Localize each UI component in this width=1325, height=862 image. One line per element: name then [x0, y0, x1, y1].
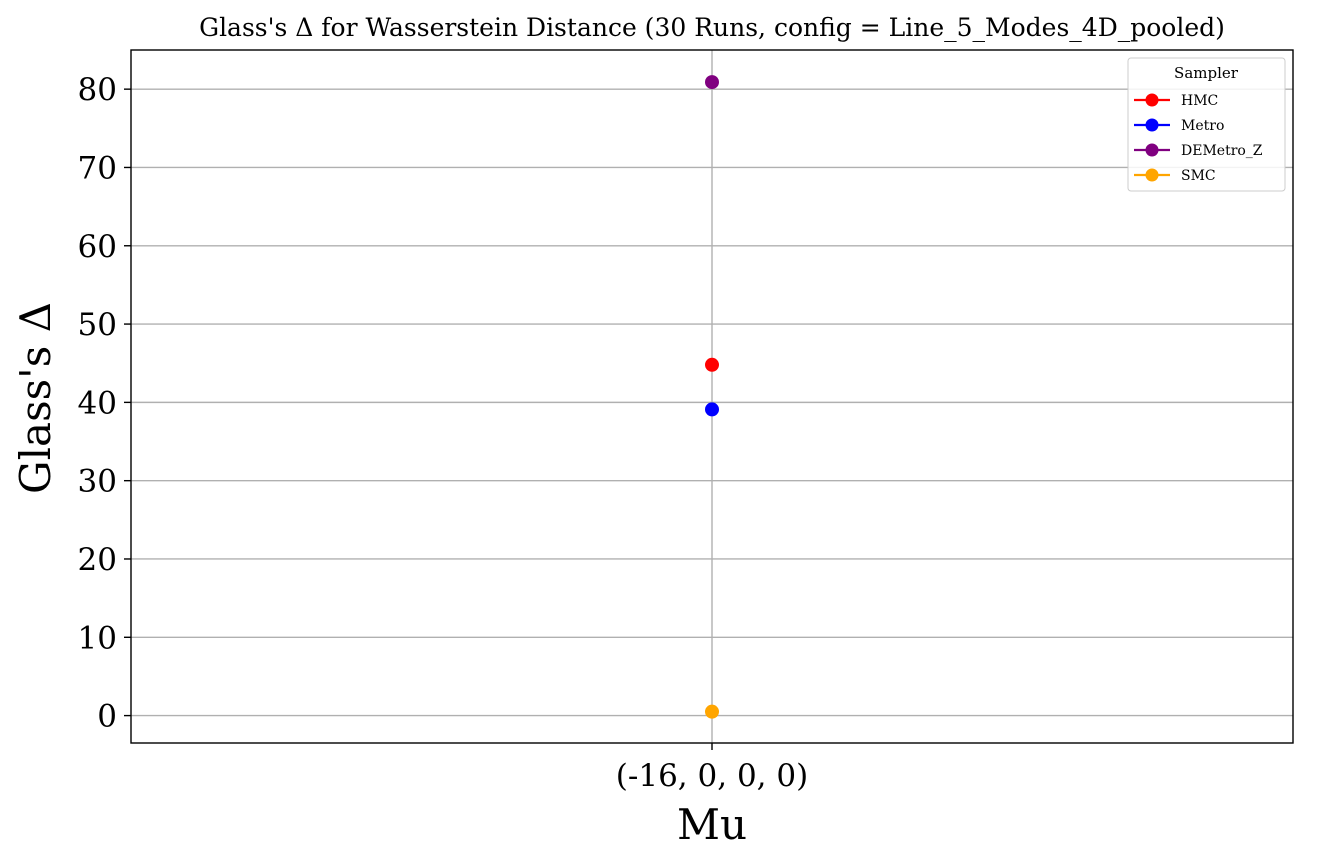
legend-item-demetro-z: DEMetro_Z: [1134, 143, 1263, 159]
chart-title: Glass's Δ for Wasserstein Distance (30 R…: [199, 13, 1225, 42]
x-axis-title: Mu: [677, 800, 747, 849]
legend-title: Sampler: [1174, 64, 1239, 82]
legend-marker: [1145, 93, 1159, 107]
legend-item-metro: Metro: [1134, 118, 1224, 134]
y-tick-label: 10: [78, 620, 117, 656]
legend-item-smc: SMC: [1134, 168, 1216, 184]
legend-label: SMC: [1181, 168, 1216, 184]
y-tick-label: 70: [78, 150, 117, 186]
axis-ticks: 0 10 20 30 40 50 60 70 80 (-16, 0, 0, 0): [78, 72, 809, 794]
y-tick-label: 50: [78, 307, 117, 343]
data-point-metro: [705, 402, 719, 417]
grid-lines: [131, 50, 1293, 743]
y-tick-label: 40: [78, 385, 117, 421]
legend-box: [1127, 57, 1286, 192]
legend: Sampler HMC Metro DEMetro_Z SMC: [1127, 57, 1286, 192]
legend-label: DEMetro_Z: [1181, 143, 1263, 159]
legend-label: Metro: [1181, 118, 1224, 134]
legend-item-hmc: HMC: [1134, 93, 1218, 109]
legend-label: HMC: [1181, 93, 1218, 109]
y-tick-label: 0: [97, 699, 117, 735]
y-tick-label: 20: [78, 542, 117, 578]
legend-marker: [1145, 143, 1159, 157]
y-tick-label: 80: [78, 72, 117, 108]
data-point-demetro-z: [705, 75, 719, 90]
legend-marker: [1145, 168, 1159, 182]
y-tick-label: 60: [78, 229, 117, 265]
legend-marker: [1145, 118, 1159, 132]
plot-frame: [130, 49, 1294, 744]
data-points: [705, 75, 719, 719]
data-point-hmc: [705, 357, 719, 372]
x-tick-label: (-16, 0, 0, 0): [616, 758, 808, 794]
y-axis-title: Glass's Δ: [11, 302, 60, 494]
data-point-smc: [705, 704, 719, 719]
y-tick-label: 30: [78, 464, 117, 500]
